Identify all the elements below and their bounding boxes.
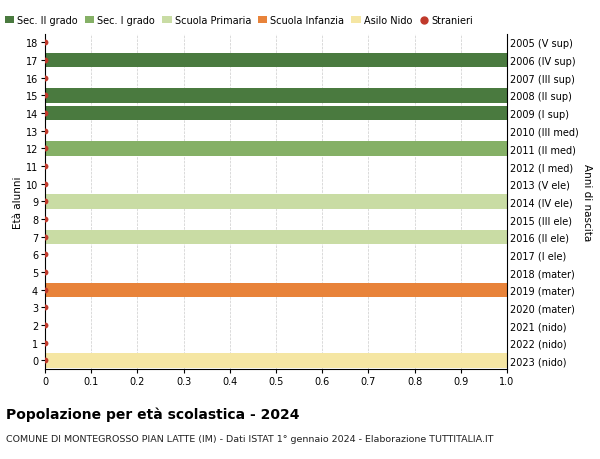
Point — [40, 110, 50, 118]
Y-axis label: Anni di nascita: Anni di nascita — [583, 163, 592, 241]
Legend: Sec. II grado, Sec. I grado, Scuola Primaria, Scuola Infanzia, Asilo Nido, Stran: Sec. II grado, Sec. I grado, Scuola Prim… — [5, 16, 473, 26]
Point — [40, 75, 50, 82]
Point — [40, 163, 50, 170]
Bar — [45, 195, 507, 209]
Bar — [45, 54, 507, 68]
Bar — [45, 230, 507, 245]
Point — [40, 286, 50, 294]
Point — [40, 198, 50, 206]
Point — [40, 234, 50, 241]
Bar — [45, 353, 507, 368]
Text: Popolazione per età scolastica - 2024: Popolazione per età scolastica - 2024 — [6, 406, 299, 421]
Point — [40, 269, 50, 276]
Point — [40, 146, 50, 153]
Bar — [45, 106, 507, 121]
Y-axis label: Età alunni: Età alunni — [13, 176, 23, 228]
Point — [40, 57, 50, 65]
Bar — [45, 142, 507, 156]
Point — [40, 181, 50, 188]
Point — [40, 304, 50, 312]
Point — [40, 357, 50, 364]
Point — [40, 128, 50, 135]
Bar — [45, 283, 507, 297]
Point — [40, 251, 50, 258]
Text: COMUNE DI MONTEGROSSO PIAN LATTE (IM) - Dati ISTAT 1° gennaio 2024 - Elaborazion: COMUNE DI MONTEGROSSO PIAN LATTE (IM) - … — [6, 434, 493, 443]
Bar — [45, 89, 507, 103]
Point — [40, 339, 50, 347]
Point — [40, 216, 50, 223]
Point — [40, 39, 50, 47]
Point — [40, 92, 50, 100]
Point — [40, 322, 50, 329]
